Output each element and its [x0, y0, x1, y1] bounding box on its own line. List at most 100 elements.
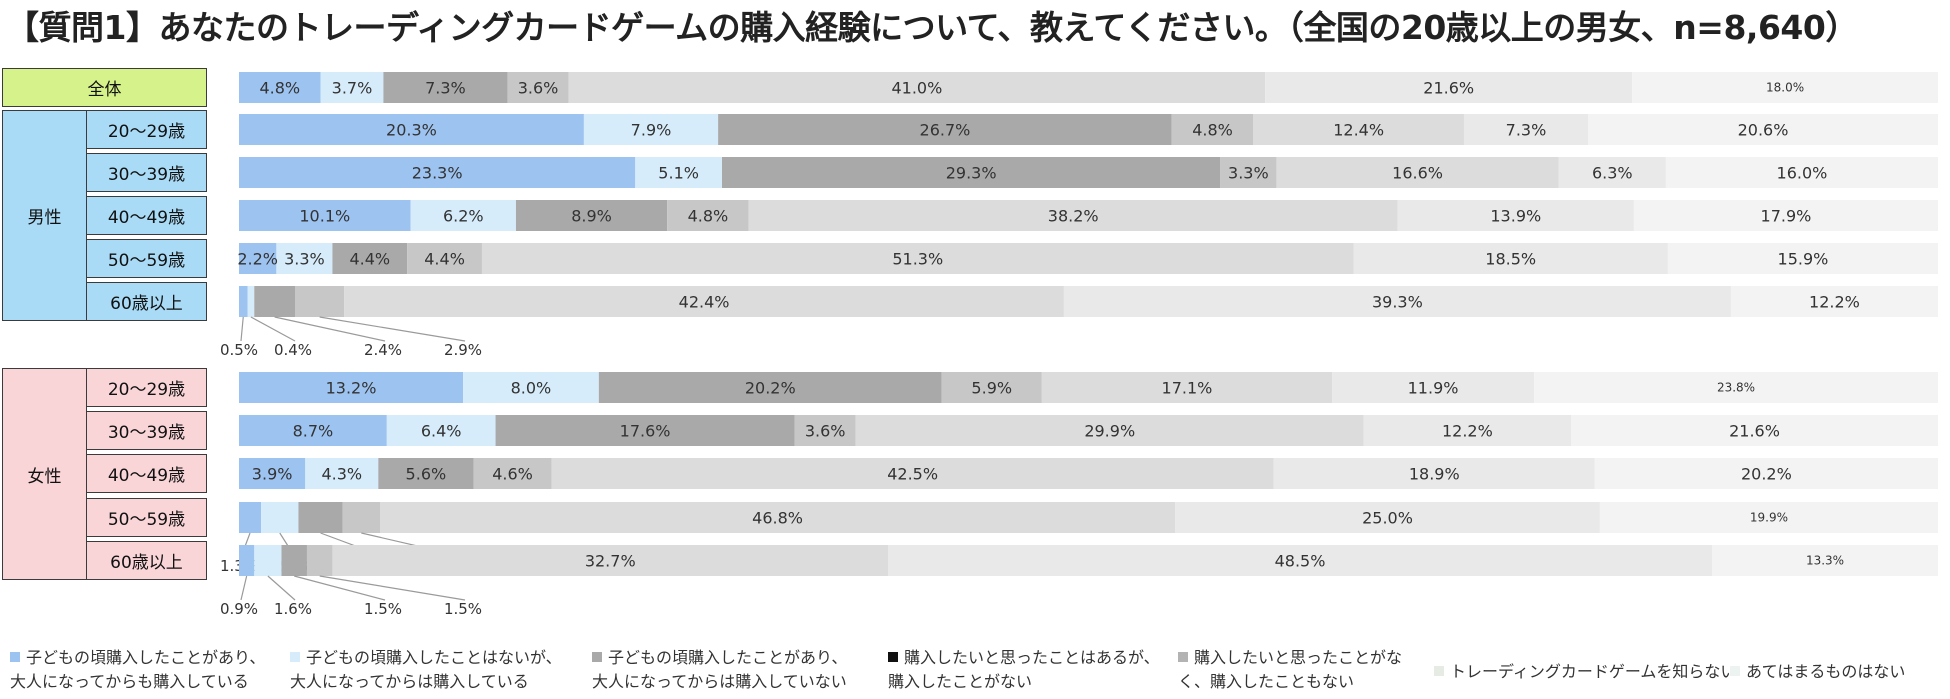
row-label: 20～29歳	[87, 368, 207, 407]
data-label: 6.2%	[443, 207, 484, 226]
bar-segment	[481, 243, 1354, 274]
data-label: 17.9%	[1761, 207, 1812, 226]
data-label: 0.9%	[220, 600, 258, 618]
bar-segment	[1534, 372, 1938, 403]
bar-segment	[473, 458, 552, 489]
leader-line	[319, 316, 466, 342]
data-label: 17.6%	[620, 422, 671, 441]
data-label: 29.3%	[946, 164, 997, 183]
row-label: 20～29歳	[87, 110, 207, 149]
bar-segment	[239, 243, 277, 274]
row-label: 30～39歳	[87, 411, 207, 450]
bar-segment	[239, 286, 248, 317]
data-label: 5.6%	[406, 465, 447, 484]
bar-segment	[1363, 415, 1572, 446]
bar-segment	[1273, 458, 1595, 489]
bar-segment	[298, 502, 343, 533]
legend-item: 子どもの頃購入したことはないが、 大人になってからは購入している	[290, 646, 562, 694]
bar-segment	[332, 545, 889, 576]
bar-segment	[320, 72, 384, 103]
legend-swatch	[888, 652, 898, 662]
data-label: 10.1%	[299, 207, 350, 226]
data-label: 4.4%	[349, 250, 390, 269]
data-label: 4.8%	[688, 207, 729, 226]
row-label: 60歳以上	[87, 282, 207, 321]
bar-segment	[667, 200, 749, 231]
data-label: 4.4%	[424, 250, 465, 269]
data-label: 4.8%	[1192, 121, 1233, 140]
data-label: 12.2%	[1442, 422, 1493, 441]
leader-line	[294, 575, 386, 601]
bar-segment	[239, 415, 387, 446]
bar-segment	[378, 458, 474, 489]
row-label: 50～59歳	[87, 498, 207, 537]
bar-segment	[1594, 458, 1938, 489]
legend-item: トレーディングカードゲームを知らない	[1434, 660, 1736, 684]
legend-swatch	[10, 652, 20, 662]
bar-segment	[254, 286, 296, 317]
data-label: 48.5%	[1275, 552, 1326, 571]
bar-segment	[1353, 243, 1668, 274]
bar-segment	[568, 72, 1266, 103]
data-label: 41.0%	[891, 79, 942, 98]
bar-segment	[1667, 243, 1938, 274]
legend-label: 大人になってからも購入している	[10, 672, 249, 691]
data-label: 4.3%	[321, 465, 362, 484]
data-label: 20.2%	[1741, 465, 1792, 484]
data-label: 39.3%	[1372, 293, 1423, 312]
data-label: 17.1%	[1162, 379, 1213, 398]
data-label: 5.1%	[658, 164, 699, 183]
bar-segment	[386, 415, 496, 446]
leader-line	[240, 575, 248, 601]
bar-segment	[342, 502, 381, 533]
bar-segment	[410, 200, 516, 231]
data-label: 6.4%	[421, 422, 462, 441]
legend-label: あてはまるものはない	[1746, 662, 1906, 681]
category-label-overall: 全体	[2, 68, 207, 107]
legend-item: 購入したいと思ったことがな く、購入したこともない	[1178, 646, 1402, 694]
bar-segment	[1730, 286, 1938, 317]
bar-segment	[507, 72, 569, 103]
data-label: 7.9%	[631, 121, 672, 140]
data-label: 7.3%	[1506, 121, 1547, 140]
bar-segment	[1265, 72, 1633, 103]
bar-segment	[1665, 157, 1938, 188]
bar-segment	[598, 372, 942, 403]
bar-segment	[1041, 372, 1333, 403]
bar-segment	[239, 200, 411, 231]
bar-segment	[239, 157, 636, 188]
bar-segment	[1558, 157, 1666, 188]
data-label: 23.8%	[1717, 381, 1755, 395]
data-label: 3.9%	[252, 465, 293, 484]
data-label: 20.6%	[1738, 121, 1789, 140]
bar-segment	[239, 545, 255, 576]
bar-segment	[551, 458, 1274, 489]
data-label: 8.7%	[293, 422, 334, 441]
bar-segment	[794, 415, 856, 446]
data-label: 38.2%	[1048, 207, 1099, 226]
bar-segment	[239, 372, 464, 403]
data-label: 23.3%	[412, 164, 463, 183]
data-label: 12.4%	[1333, 121, 1384, 140]
data-label: 12.2%	[1809, 293, 1860, 312]
data-label: 3.3%	[1228, 164, 1269, 183]
bar-segment	[1599, 502, 1938, 533]
bar-segment	[635, 157, 722, 188]
data-label: 42.4%	[679, 293, 730, 312]
bar-segment	[306, 545, 333, 576]
bar-segment	[1171, 114, 1254, 145]
data-label: 13.2%	[326, 379, 377, 398]
data-label: 6.3%	[1592, 164, 1633, 183]
bar-segment	[888, 545, 1713, 576]
bar-segment	[1632, 72, 1938, 103]
bar-segment	[1588, 114, 1938, 145]
bar-segment	[295, 286, 345, 317]
data-label: 15.9%	[1778, 250, 1829, 269]
legend-item: 子どもの頃購入したことがあり、 大人になってからは購入していない	[592, 646, 847, 694]
leader-line	[319, 575, 466, 601]
data-label: 0.4%	[274, 341, 312, 359]
bar-segment	[463, 372, 599, 403]
bar-segment	[254, 545, 282, 576]
bar-segment	[583, 114, 719, 145]
